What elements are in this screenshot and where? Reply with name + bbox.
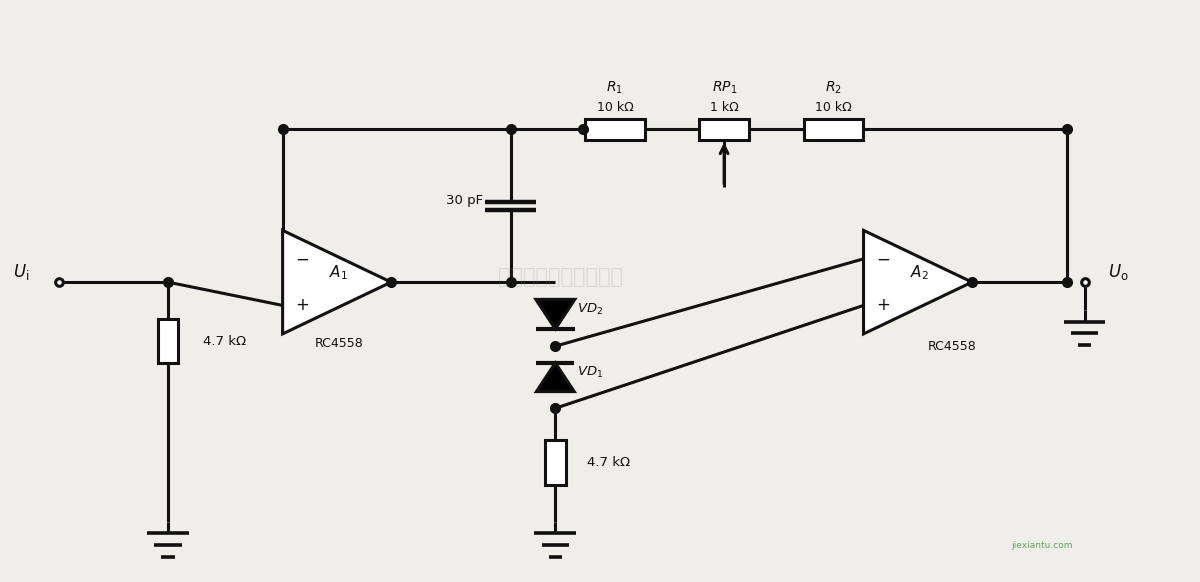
Bar xyxy=(804,119,863,140)
Text: $VD_1$: $VD_1$ xyxy=(577,365,604,380)
Text: $+$: $+$ xyxy=(876,296,890,314)
Text: 4.7 kΩ: 4.7 kΩ xyxy=(587,456,630,469)
Text: jiexiantu.com: jiexiantu.com xyxy=(1012,541,1073,550)
Text: 1 kΩ: 1 kΩ xyxy=(709,101,738,114)
Bar xyxy=(586,119,644,140)
Text: $VD_2$: $VD_2$ xyxy=(577,301,604,317)
Bar xyxy=(157,319,179,363)
Polygon shape xyxy=(535,299,575,329)
Text: 4.7 kΩ: 4.7 kΩ xyxy=(203,335,246,348)
Text: $-$: $-$ xyxy=(295,250,310,268)
Text: $RP_1$: $RP_1$ xyxy=(712,80,737,96)
Bar xyxy=(545,441,565,485)
Text: 10 kΩ: 10 kΩ xyxy=(596,101,634,114)
Polygon shape xyxy=(864,230,972,334)
Text: 30 pF: 30 pF xyxy=(446,194,484,207)
Text: 10 kΩ: 10 kΩ xyxy=(815,101,852,114)
Text: $U_{\mathrm{i}}$: $U_{\mathrm{i}}$ xyxy=(13,262,29,282)
Text: $U_{\mathrm{o}}$: $U_{\mathrm{o}}$ xyxy=(1108,262,1129,282)
Text: $R_1$: $R_1$ xyxy=(606,80,623,96)
Text: $R_2$: $R_2$ xyxy=(824,80,841,96)
Text: RC4558: RC4558 xyxy=(314,337,364,350)
Text: $A_1$: $A_1$ xyxy=(329,263,348,282)
Text: $-$: $-$ xyxy=(876,250,890,268)
Polygon shape xyxy=(283,230,391,334)
Text: 杭州将睹科技有限公司: 杭州将睹科技有限公司 xyxy=(498,267,623,287)
Text: $A_2$: $A_2$ xyxy=(911,263,929,282)
Bar xyxy=(700,119,749,140)
Polygon shape xyxy=(536,363,575,392)
Text: $+$: $+$ xyxy=(295,296,310,314)
Text: RC4558: RC4558 xyxy=(928,340,977,353)
